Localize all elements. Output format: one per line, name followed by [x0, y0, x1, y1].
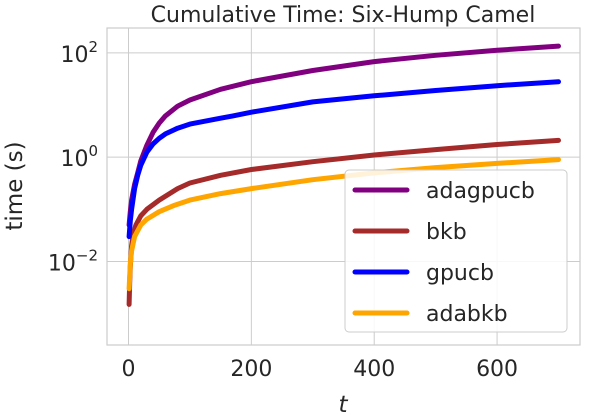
- y-axis-label: time (s): [2, 141, 28, 230]
- series-line-gpucb: [126, 79, 561, 240]
- legend-box: [344, 169, 568, 333]
- legend-label-adabkb: adabkb: [426, 302, 508, 327]
- y-tick-label: 10−2: [48, 246, 98, 276]
- x-tick-label: 400: [353, 357, 395, 382]
- y-tick-label: 102: [60, 38, 98, 68]
- plot-area-frame: [106, 27, 581, 346]
- legend-label-bkb: bkb: [426, 220, 467, 245]
- y-tick-label: 100: [60, 142, 98, 172]
- legend-label-adagpucb: adagpucb: [426, 179, 535, 204]
- x-tick-label: 600: [476, 357, 518, 382]
- x-tick-label: 0: [122, 357, 136, 382]
- legend-label-gpucb: gpucb: [426, 261, 494, 286]
- tick-labels: 0 200 400 600 10−2 100 102: [48, 38, 518, 382]
- x-axis-label: t: [338, 392, 348, 418]
- x-tick-label: 200: [230, 357, 272, 382]
- legend: adagpucb bkb gpucb adabkb: [344, 169, 568, 333]
- chart-title: Cumulative Time: Six-Hump Camel: [151, 3, 536, 28]
